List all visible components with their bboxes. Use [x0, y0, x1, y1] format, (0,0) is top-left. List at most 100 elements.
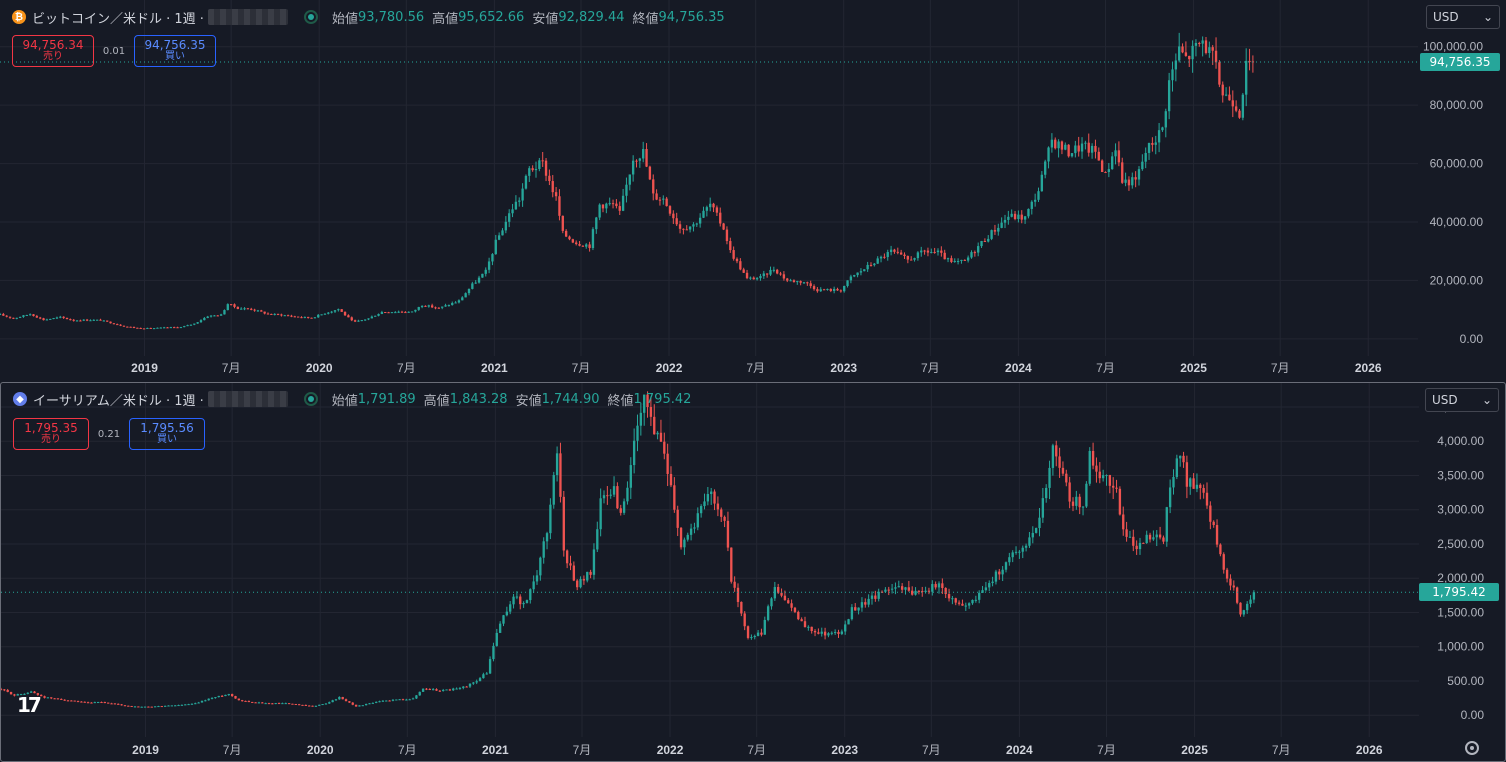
- btc-chart-pane[interactable]: 0.00 20,000.00 40,000.00 60,000.00 80,000.00…: [0, 0, 1506, 381]
- sell-button[interactable]: 94,756.34 売り: [12, 35, 94, 67]
- candle-body: [636, 425, 639, 441]
- candle-body: [95, 319, 99, 321]
- candle-body: [833, 632, 837, 634]
- candle-body: [358, 705, 361, 707]
- candle-body: [766, 606, 770, 620]
- candle-body: [130, 705, 133, 707]
- candle-body: [953, 261, 956, 263]
- candle-body: [43, 696, 46, 698]
- candle-body: [789, 280, 792, 282]
- currency-select[interactable]: USD ⌄: [1426, 5, 1500, 29]
- candle-body: [626, 487, 629, 502]
- candle-body: [266, 313, 270, 315]
- candle-body: [931, 584, 934, 592]
- candle-body: [152, 328, 156, 330]
- candle-body: [1013, 213, 1017, 219]
- candle-body: [907, 587, 911, 591]
- x-tick-label: 2025: [1181, 743, 1208, 757]
- candle-body: [1152, 537, 1155, 540]
- candle-body: [93, 702, 96, 704]
- candle-body: [411, 698, 415, 700]
- candle-body: [1037, 191, 1040, 200]
- candle-body: [32, 314, 35, 317]
- symbol-title[interactable]: イーサリアム／米ドル · 1週 ·: [33, 393, 204, 409]
- candle-body: [19, 694, 23, 696]
- candle-body: [59, 316, 62, 318]
- candle-body: [1131, 177, 1134, 186]
- currency-select[interactable]: USD ⌄: [1425, 388, 1499, 412]
- candle-body: [773, 587, 777, 599]
- candle-body: [735, 258, 739, 262]
- candle-body: [609, 494, 612, 496]
- candle-body: [1055, 445, 1058, 457]
- candle-body: [320, 314, 323, 316]
- candle-body: [36, 693, 40, 695]
- candle-body: [251, 701, 254, 703]
- candle-body: [421, 688, 425, 692]
- candle-body: [963, 259, 966, 261]
- candle-body: [428, 689, 431, 691]
- candle-body: [760, 632, 763, 635]
- candle-body: [890, 588, 894, 590]
- y-tick-label: 0.00: [1461, 708, 1485, 722]
- candle-body: [786, 278, 789, 281]
- candle-body: [970, 252, 973, 258]
- candle-body: [1097, 151, 1100, 161]
- candle-body: [1105, 475, 1108, 477]
- candle-body: [179, 327, 183, 329]
- candle-body: [1007, 216, 1010, 220]
- candle-body: [488, 659, 492, 674]
- buy-button[interactable]: 1,795.56 買い: [129, 418, 205, 450]
- candle-body: [1175, 458, 1179, 477]
- candle-body: [328, 702, 331, 704]
- candle-body: [224, 694, 227, 697]
- candle-body: [914, 590, 917, 595]
- candle-body: [76, 701, 80, 703]
- candle-body: [73, 700, 76, 702]
- candle-body: [244, 700, 247, 702]
- buy-button[interactable]: 94,756.35 買い: [134, 35, 216, 67]
- candle-body: [86, 702, 90, 704]
- candle-body: [1148, 534, 1152, 540]
- gear-icon[interactable]: [1465, 741, 1479, 755]
- candle-body: [387, 312, 390, 314]
- eth-chart-pane[interactable]: 0.00 500.00 1,000.00 1,500.00 2,000.00 2,500.…: [0, 382, 1506, 762]
- candle-body: [102, 320, 106, 322]
- candle-body: [1051, 445, 1055, 468]
- btc-plot-area[interactable]: 0.00 20,000.00 40,000.00 60,000.00 80,000.00…: [0, 0, 1506, 381]
- candle-body: [214, 697, 217, 699]
- candle-body: [229, 304, 233, 306]
- buy-label: 買い: [165, 51, 185, 63]
- candle-body: [692, 224, 695, 227]
- tradingview-logo-icon[interactable]: 17: [17, 693, 42, 717]
- candle-body: [162, 327, 166, 329]
- candle-body: [100, 702, 103, 704]
- candle-body: [207, 698, 210, 701]
- sell-button[interactable]: 1,795.35 売り: [13, 418, 89, 450]
- candle-body: [561, 215, 564, 231]
- candle-body: [579, 579, 582, 588]
- candle-body: [616, 486, 619, 509]
- candle-body: [1249, 599, 1252, 604]
- candle-body: [99, 319, 102, 321]
- candle-body: [669, 473, 673, 486]
- candle-body: [163, 705, 167, 707]
- candle-body: [568, 236, 571, 240]
- candle-body: [1064, 144, 1067, 150]
- candle-body: [1061, 467, 1065, 474]
- candle-body: [330, 311, 333, 313]
- candle-body: [1144, 152, 1147, 162]
- candle-body: [923, 250, 926, 252]
- x-tick-label: 2026: [1355, 361, 1382, 375]
- candle-body: [605, 203, 608, 209]
- candle-body: [46, 697, 50, 699]
- candle-body: [472, 682, 475, 684]
- candle-body: [367, 318, 370, 320]
- candle-body: [1091, 450, 1095, 466]
- candle-body: [485, 673, 488, 675]
- eth-plot-area[interactable]: 0.00 500.00 1,000.00 1,500.00 2,000.00 2,500.…: [1, 383, 1506, 761]
- symbol-title[interactable]: ビットコイン／米ドル · 1週 ·: [32, 11, 204, 27]
- candle-body: [209, 315, 213, 317]
- candle-body: [622, 501, 626, 513]
- candle-body: [217, 695, 220, 698]
